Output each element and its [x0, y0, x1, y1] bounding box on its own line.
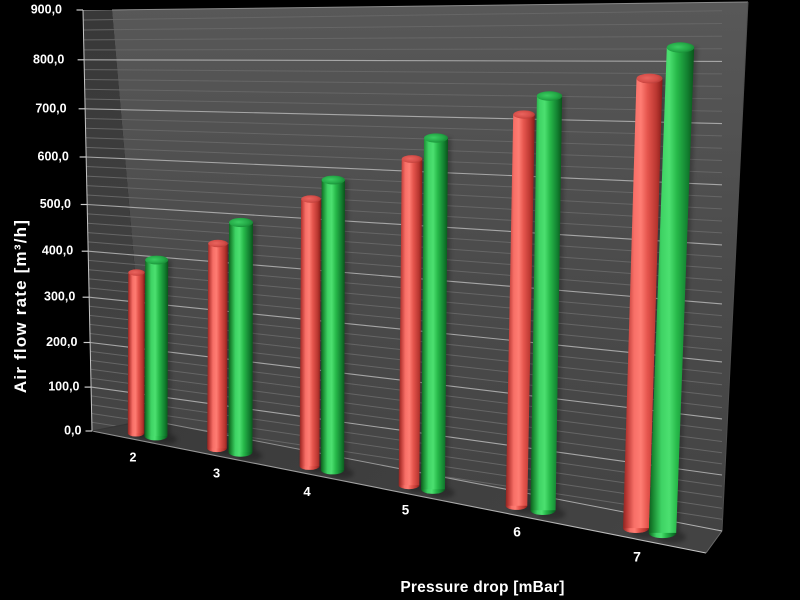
svg-text:Pressure drop [mBar]: Pressure drop [mBar] [400, 579, 564, 596]
svg-text:2: 2 [130, 451, 137, 465]
svg-text:900,0: 900,0 [31, 3, 62, 17]
svg-text:600,0: 600,0 [38, 150, 69, 164]
svg-text:800,0: 800,0 [33, 52, 64, 66]
svg-text:100,0: 100,0 [48, 380, 79, 394]
svg-text:5: 5 [402, 503, 410, 518]
svg-text:0,0: 0,0 [64, 424, 81, 438]
svg-text:500,0: 500,0 [40, 197, 71, 211]
svg-text:200,0: 200,0 [46, 335, 77, 349]
svg-text:Air flow rate [m³/h]: Air flow rate [m³/h] [11, 219, 30, 393]
svg-text:400,0: 400,0 [42, 244, 73, 258]
svg-text:700,0: 700,0 [35, 101, 66, 115]
svg-text:4: 4 [303, 484, 311, 499]
svg-text:300,0: 300,0 [44, 290, 75, 304]
svg-text:6: 6 [513, 525, 521, 540]
svg-text:3: 3 [213, 466, 220, 481]
svg-text:7: 7 [633, 549, 641, 565]
